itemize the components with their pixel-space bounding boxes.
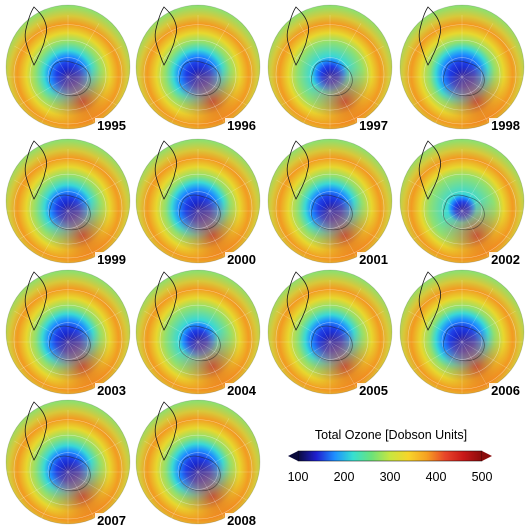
- ozone-globe: [135, 138, 261, 265]
- coastline: [154, 401, 178, 461]
- year-label: 1996: [225, 118, 258, 133]
- coastline: [154, 271, 178, 331]
- coastline: [442, 194, 485, 231]
- ozone-globe: [267, 269, 393, 396]
- ozone-globe-panel: 1996: [134, 3, 262, 133]
- year-label: 2001: [357, 252, 390, 267]
- coastline: [442, 60, 485, 97]
- coastline: [310, 325, 353, 362]
- coastline: [286, 140, 310, 200]
- ozone-globe-panel: 2001: [266, 137, 394, 267]
- colorbar-gradient: [297, 450, 483, 462]
- year-label: 1998: [489, 118, 522, 133]
- ozone-globe: [135, 399, 261, 526]
- coastline: [24, 401, 48, 461]
- coastline: [310, 194, 353, 231]
- year-label: 1995: [95, 118, 128, 133]
- ozone-globe: [267, 4, 393, 131]
- coastline: [48, 194, 91, 231]
- ozone-globe-panel: 1998: [398, 3, 526, 133]
- coastline: [178, 455, 221, 492]
- year-label: 2003: [95, 383, 128, 398]
- ozone-globe-panel: 1999: [4, 137, 132, 267]
- ozone-globe-panel: 1997: [266, 3, 394, 133]
- coastline: [286, 271, 310, 331]
- coastline: [24, 140, 48, 200]
- coastline: [24, 6, 48, 66]
- colorbar: [288, 450, 492, 462]
- ozone-globe: [5, 4, 131, 131]
- ozone-globe: [399, 269, 525, 396]
- ozone-globe-panel: 1995: [4, 3, 132, 133]
- legend-title: Total Ozone [Dobson Units]: [314, 428, 468, 442]
- year-label: 2008: [225, 513, 258, 528]
- legend-tick: 500: [471, 470, 493, 484]
- coastline: [286, 6, 310, 66]
- ozone-globe-panel: 2007: [4, 398, 132, 528]
- legend-tick: 200: [333, 470, 355, 484]
- ozone-globe-panel: 2004: [134, 268, 262, 398]
- coastline: [178, 325, 221, 362]
- ozone-globe-panel: 2003: [4, 268, 132, 398]
- ozone-globe: [399, 138, 525, 265]
- ozone-globe: [5, 269, 131, 396]
- coastline: [154, 140, 178, 200]
- ozone-globe: [135, 4, 261, 131]
- coastline: [178, 194, 221, 231]
- legend-tick: 400: [425, 470, 447, 484]
- coastline: [154, 6, 178, 66]
- year-label: 2002: [489, 252, 522, 267]
- coastline: [310, 60, 353, 97]
- coastline: [178, 60, 221, 97]
- year-label: 2000: [225, 252, 258, 267]
- ozone-globe-panel: 2000: [134, 137, 262, 267]
- colorbar-max-arrow: [482, 451, 492, 461]
- coastline: [418, 271, 442, 331]
- year-label: 2007: [95, 513, 128, 528]
- ozone-globe-panel: 2008: [134, 398, 262, 528]
- coastline: [442, 325, 485, 362]
- ozone-globe: [5, 399, 131, 526]
- ozone-globe-panel: 2005: [266, 268, 394, 398]
- coastline: [24, 271, 48, 331]
- year-label: 2004: [225, 383, 258, 398]
- coastline: [48, 325, 91, 362]
- ozone-globe-panel: 2002: [398, 137, 526, 267]
- year-label: 2006: [489, 383, 522, 398]
- legend-tick: 100: [287, 470, 309, 484]
- colorbar-min-arrow: [288, 451, 298, 461]
- coastline: [418, 140, 442, 200]
- year-label: 1997: [357, 118, 390, 133]
- ozone-globe: [267, 138, 393, 265]
- year-label: 2005: [357, 383, 390, 398]
- ozone-globe-panel: 2006: [398, 268, 526, 398]
- coastline: [48, 60, 91, 97]
- coastline: [48, 455, 91, 492]
- ozone-globe: [399, 4, 525, 131]
- ozone-globe: [135, 269, 261, 396]
- ozone-globe: [5, 138, 131, 265]
- coastline: [418, 6, 442, 66]
- year-label: 1999: [95, 252, 128, 267]
- legend-tick: 300: [379, 470, 401, 484]
- colorbar-legend: Total Ozone [Dobson Units] 100 200 300 4…: [286, 428, 496, 490]
